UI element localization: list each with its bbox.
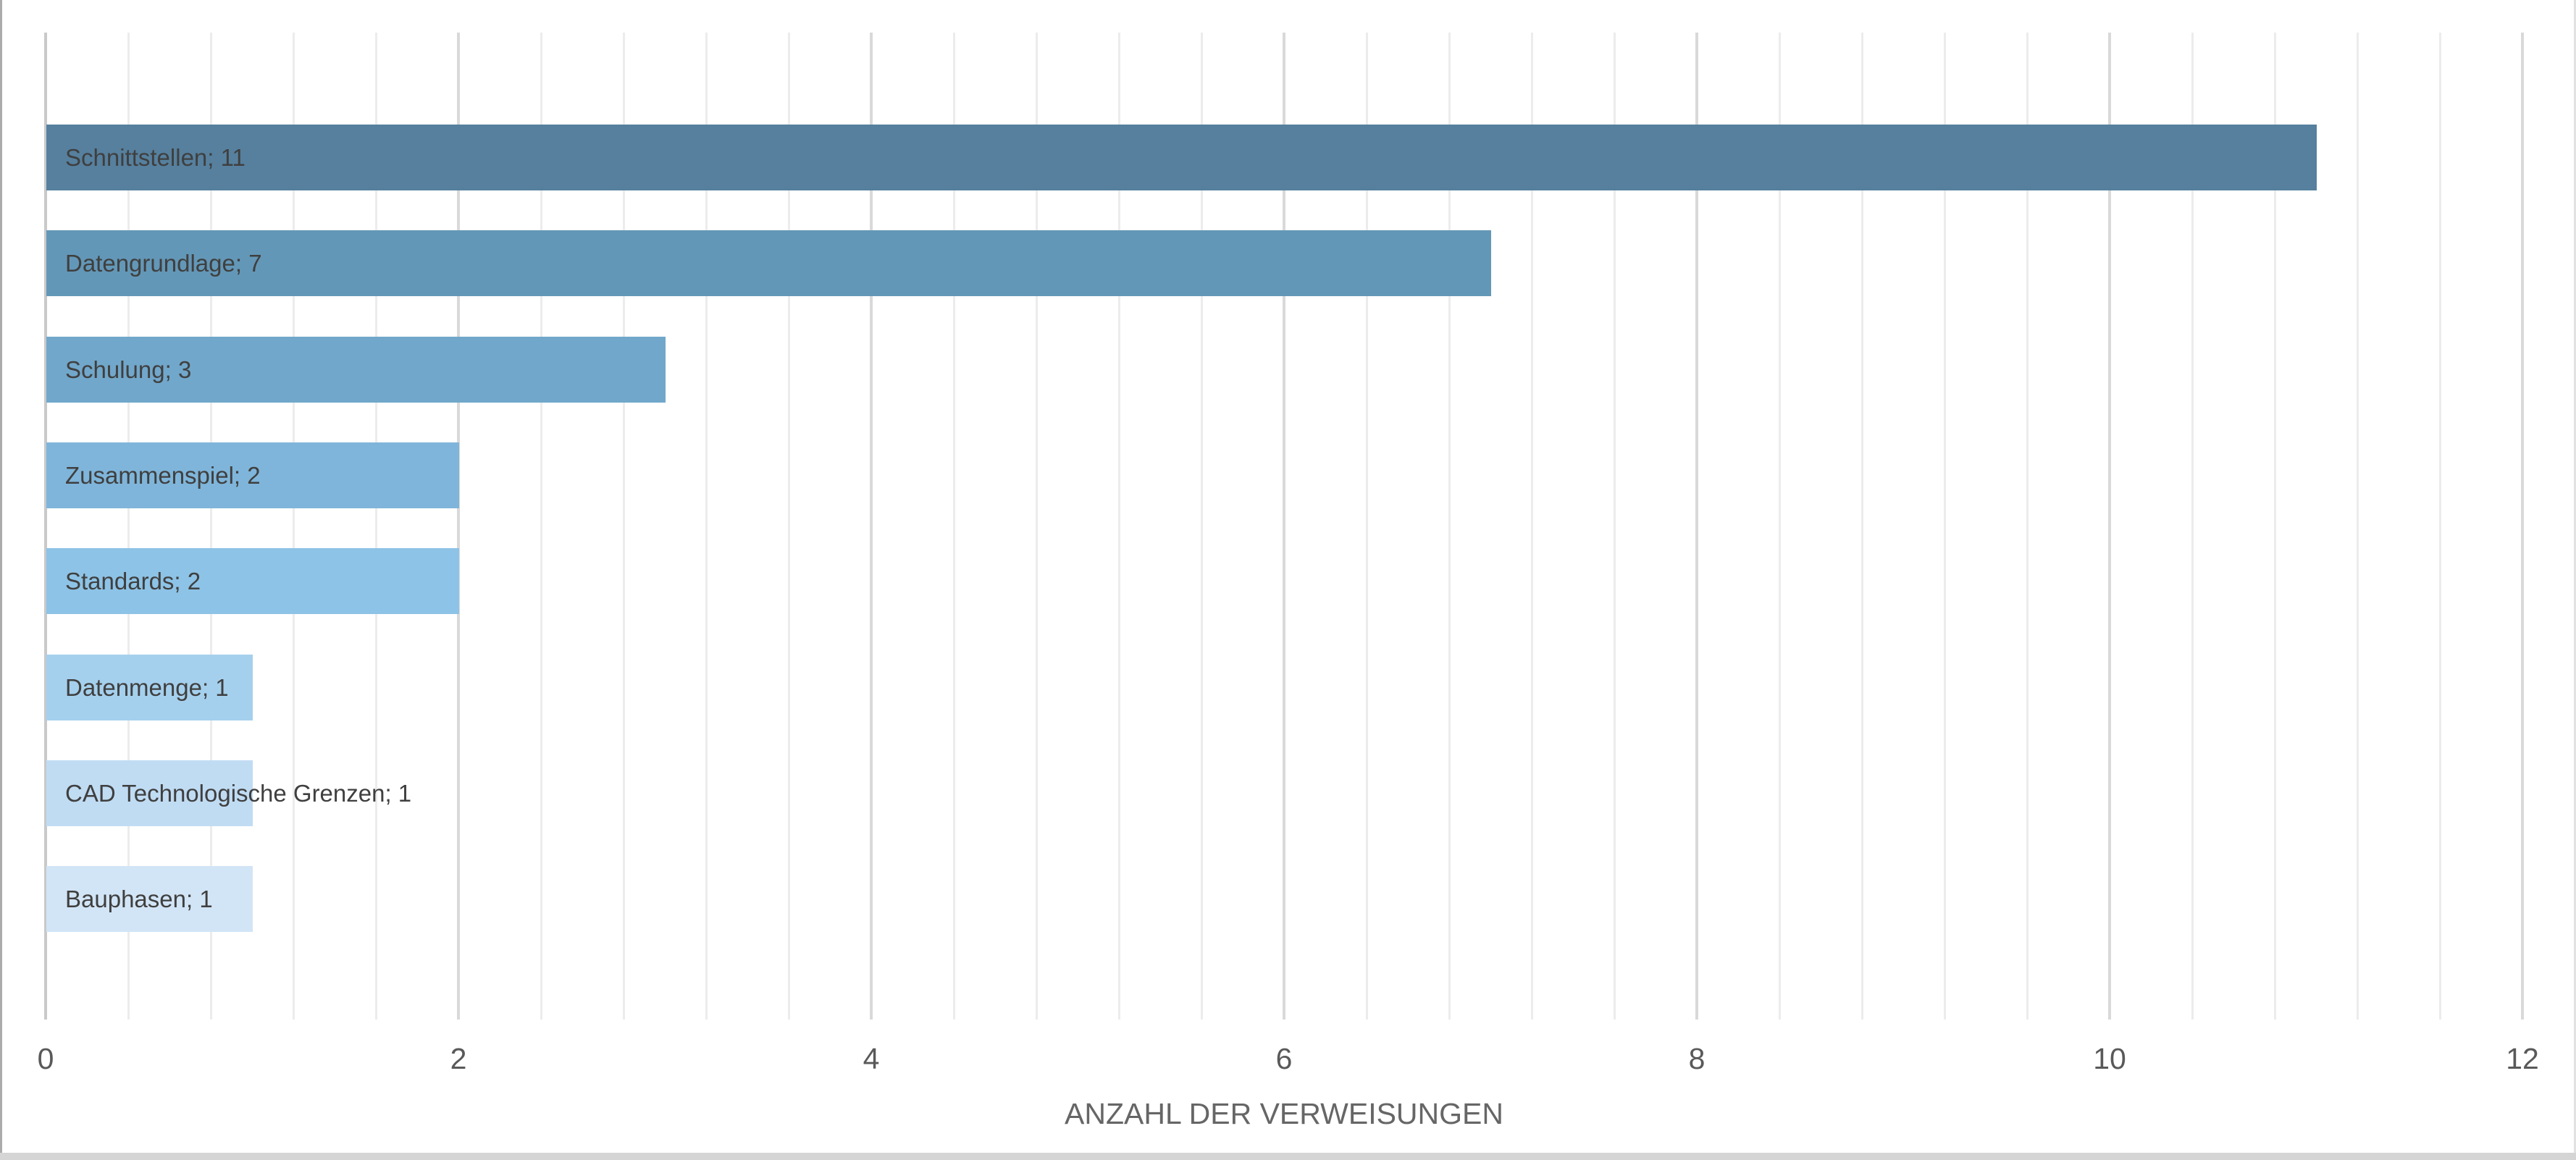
bar-datenmenge[interactable] (46, 655, 253, 720)
minor-gridline (292, 33, 295, 1020)
bar-datengrundlage[interactable] (46, 230, 1491, 296)
minor-gridline (2191, 33, 2194, 1020)
bar-data-label: Standards; 2 (65, 568, 201, 594)
major-gridline (1695, 33, 1698, 1020)
minor-gridline (622, 33, 625, 1020)
window-border-left (0, 0, 2, 1160)
major-gridline (2521, 33, 2524, 1020)
bar-data-label: Bauphasen; 1 (65, 886, 213, 912)
major-gridline (1283, 33, 1285, 1020)
x-axis-tick-label: 8 (1688, 1042, 1706, 1075)
bar-data-label: Datenmenge; 1 (65, 674, 229, 701)
bar-bauphasen[interactable] (46, 866, 253, 932)
minor-gridline (374, 33, 377, 1020)
y-axis-line (44, 33, 47, 1020)
bar-schulung[interactable] (46, 337, 666, 403)
x-axis-tick-label: 2 (450, 1042, 467, 1075)
x-axis-tick-label: 10 (2093, 1042, 2126, 1075)
minor-gridline (1943, 33, 1946, 1020)
x-axis-tick-label: 0 (37, 1042, 54, 1075)
bar-zusammenspiel[interactable] (46, 442, 459, 508)
minor-gridline (1530, 33, 1533, 1020)
window-border-right (2574, 0, 2576, 1160)
minor-gridline (1613, 33, 1616, 1020)
bar-data-label: Schnittstellen; 11 (65, 144, 246, 171)
minor-gridline (1860, 33, 1863, 1020)
major-gridline (457, 33, 460, 1020)
bar-schnittstellen[interactable] (46, 125, 2317, 190)
x-axis-tick-label: 12 (2506, 1042, 2539, 1075)
minor-gridline (127, 33, 130, 1020)
bar-data-label: Zusammenspiel; 2 (65, 462, 261, 489)
bar-standards[interactable] (46, 548, 459, 614)
x-axis-title: ANZAHL DER VERWEISUNGEN (1065, 1097, 1503, 1130)
minor-gridline (1035, 33, 1038, 1020)
minor-gridline (209, 33, 212, 1020)
minor-gridline (1448, 33, 1451, 1020)
bar-data-label: Datengrundlage; 7 (65, 250, 262, 277)
x-axis-tick-label: 4 (863, 1042, 880, 1075)
major-gridline (870, 33, 873, 1020)
minor-gridline (2356, 33, 2359, 1020)
bar-data-label: Schulung; 3 (65, 356, 192, 383)
window-bottom-strip (0, 1153, 2576, 1160)
bar-cad-technologische-grenzen[interactable] (46, 760, 253, 826)
major-gridline (2108, 33, 2111, 1020)
minor-gridline (1778, 33, 1781, 1020)
bar-data-label: CAD Technologische Grenzen; 1 (65, 780, 412, 807)
minor-gridline (1365, 33, 1368, 1020)
minor-gridline (540, 33, 542, 1020)
minor-gridline (2438, 33, 2441, 1020)
minor-gridline (952, 33, 955, 1020)
minor-gridline (705, 33, 708, 1020)
minor-gridline (2026, 33, 2029, 1020)
minor-gridline (2273, 33, 2276, 1020)
minor-gridline (1200, 33, 1203, 1020)
minor-gridline (787, 33, 790, 1020)
minor-gridline (1117, 33, 1120, 1020)
x-axis-tick-label: 6 (1275, 1042, 1293, 1075)
